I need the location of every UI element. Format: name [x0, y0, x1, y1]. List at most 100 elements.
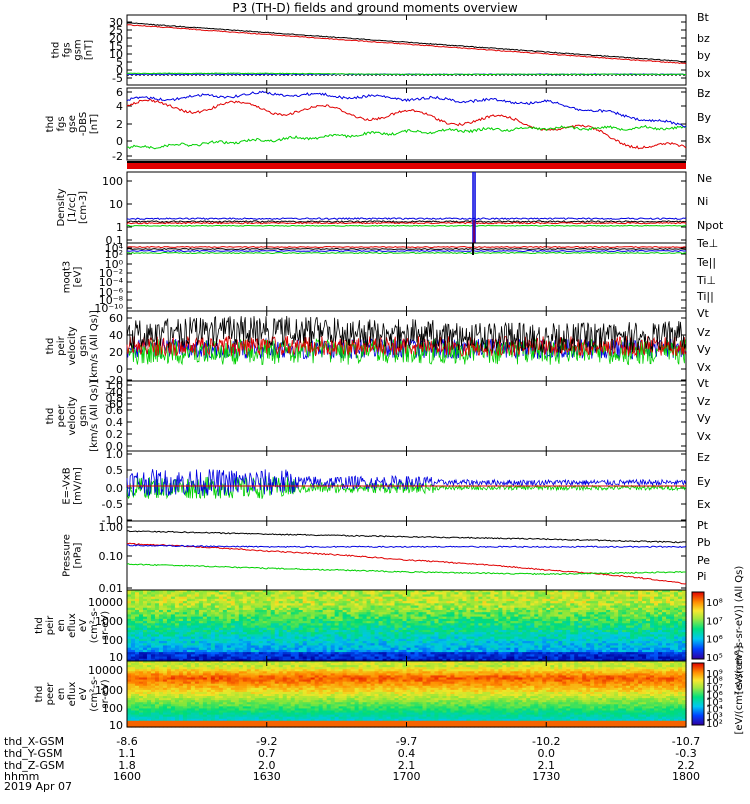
y-tick-label: -5 — [112, 72, 123, 85]
series-line-Ni2 — [127, 225, 686, 226]
y-axis-label: Density — [56, 188, 67, 226]
y-axis-label: [eV] — [73, 267, 84, 288]
y-tick-label: -0.5 — [102, 498, 123, 511]
series-line-Ne — [127, 223, 686, 224]
x-axis-value: 1730 — [532, 770, 560, 783]
y-tick-label: 1.0 — [106, 379, 124, 392]
y-tick-label: -2 — [112, 150, 123, 163]
series-line-bz — [127, 25, 686, 64]
colorbar-peir-spec — [692, 592, 704, 659]
legend-entry: Ex — [697, 498, 711, 511]
y-tick-label: 10000 — [88, 664, 123, 677]
y-tick-label: 0.01 — [99, 582, 124, 595]
y-axis-label: velocity — [67, 396, 78, 435]
y-axis-label: peir — [45, 615, 56, 635]
y-axis-label: peir — [56, 335, 67, 355]
y-axis-label: thd — [45, 116, 56, 133]
y-axis-label: [nT] — [84, 40, 95, 60]
x-axis-value: 1700 — [393, 770, 421, 783]
y-axis-label: eflux — [67, 613, 78, 638]
colorbar-tick-label: 10⁶ — [706, 635, 723, 646]
y-tick-label: 10 — [109, 719, 123, 732]
y-tick-label: 4 — [116, 100, 123, 113]
legend-entry: Pt — [697, 519, 709, 532]
y-axis-label: peer — [56, 404, 67, 428]
y-axis-label: thd — [34, 617, 45, 634]
y-axis-label: [1/cc] — [67, 193, 78, 222]
colorbar-tick-label: 10⁷ — [706, 616, 723, 627]
legend-entry: Vx — [697, 430, 712, 443]
x-axis-value: 1600 — [113, 770, 141, 783]
marker-bar-red — [127, 163, 686, 169]
y-axis-label: velocity — [67, 326, 78, 365]
y-axis-label: en — [56, 619, 67, 632]
y-axis-label: eV — [78, 619, 89, 632]
panel-temperature: 10⁴10²10⁰10⁻²10⁻⁴10⁻⁶10⁻⁸10⁻¹⁰moqt3[eV]T… — [62, 237, 719, 315]
colorbar-peer-spec — [692, 663, 704, 725]
date-label: 2019 Apr 07 — [4, 780, 72, 793]
spectrogram-cells-peer-spec — [127, 661, 687, 728]
legend-entry: By — [697, 111, 712, 124]
series-line-Bt — [127, 23, 686, 62]
y-tick-label: 100 — [102, 175, 123, 188]
legend-entry: Ti|| — [696, 290, 714, 303]
legend-entry: bz — [697, 32, 710, 45]
legend-entry: Te|| — [696, 256, 716, 269]
legend-entry: Vy — [697, 343, 711, 356]
legend-entry: Vy — [697, 412, 711, 425]
y-axis-label: sr-eV) — [100, 679, 111, 708]
y-axis-label: sr-eV) — [100, 611, 111, 640]
series-line-Pt — [127, 531, 686, 543]
y-tick-label: 0 — [116, 135, 123, 148]
y-axis-label: [cm-3] — [78, 191, 89, 224]
x-axis-value: 1800 — [672, 770, 700, 783]
panel-frame-peer-velocity — [127, 381, 686, 451]
series-line — [127, 251, 686, 252]
plot-title: P3 (TH-D) fields and ground moments over… — [0, 1, 750, 15]
series-line-Ni — [127, 221, 686, 223]
y-tick-label: 6 — [116, 86, 123, 99]
y-axis-label: eV — [78, 687, 89, 700]
y-tick-label: 40 — [109, 329, 123, 342]
y-tick-label: 0.5 — [106, 464, 124, 477]
y-axis-label: gsm — [78, 405, 89, 426]
y-axis-label: (cm²-s- — [89, 676, 100, 712]
y-axis-label: [nPa] — [73, 542, 84, 568]
y-tick-label: 0.0 — [106, 482, 124, 495]
y-tick-label: 1 — [116, 221, 123, 234]
y-axis-label: thd — [45, 338, 56, 355]
legend-entry: Vx — [697, 361, 712, 374]
y-tick-label: 10 — [109, 198, 123, 211]
y-tick-label: 10 — [109, 651, 123, 664]
y-axis-label: moqt3 — [62, 261, 73, 294]
legend-entry: Vt — [697, 377, 710, 390]
legend-entry: Vt — [697, 307, 710, 320]
y-axis-label: thd — [45, 408, 56, 425]
y-tick-label: 1.00 — [99, 521, 124, 534]
y-axis-label: -DBS — [78, 112, 89, 136]
legend-entry: Pi — [697, 570, 706, 583]
y-axis-label: gsm — [73, 39, 84, 60]
legend-entry: Bx — [697, 133, 712, 146]
series-line-Pi — [127, 545, 686, 548]
series-line-Pb — [127, 543, 686, 584]
y-axis-label: E=-VxB — [62, 467, 73, 504]
colorbar-tick-label: 10⁸ — [706, 598, 723, 609]
legend-entry: Npot — [697, 219, 724, 232]
x-axis-value: 1630 — [253, 770, 281, 783]
legend-entry: Pb — [697, 536, 711, 549]
legend-entry: Ti⊥ — [696, 274, 716, 287]
y-axis-label: peer — [45, 682, 56, 706]
colorbar-label: [eV/(cm²-s-sr-eV)] — [734, 645, 745, 734]
series-line — [127, 253, 686, 254]
y-tick-label: 60 — [109, 312, 123, 325]
colorbar-tick-label: 10⁵ — [706, 653, 723, 664]
series-line-By — [127, 126, 686, 149]
y-tick-label: 1.0 — [106, 448, 124, 461]
y-axis-label: fgs — [56, 116, 67, 131]
